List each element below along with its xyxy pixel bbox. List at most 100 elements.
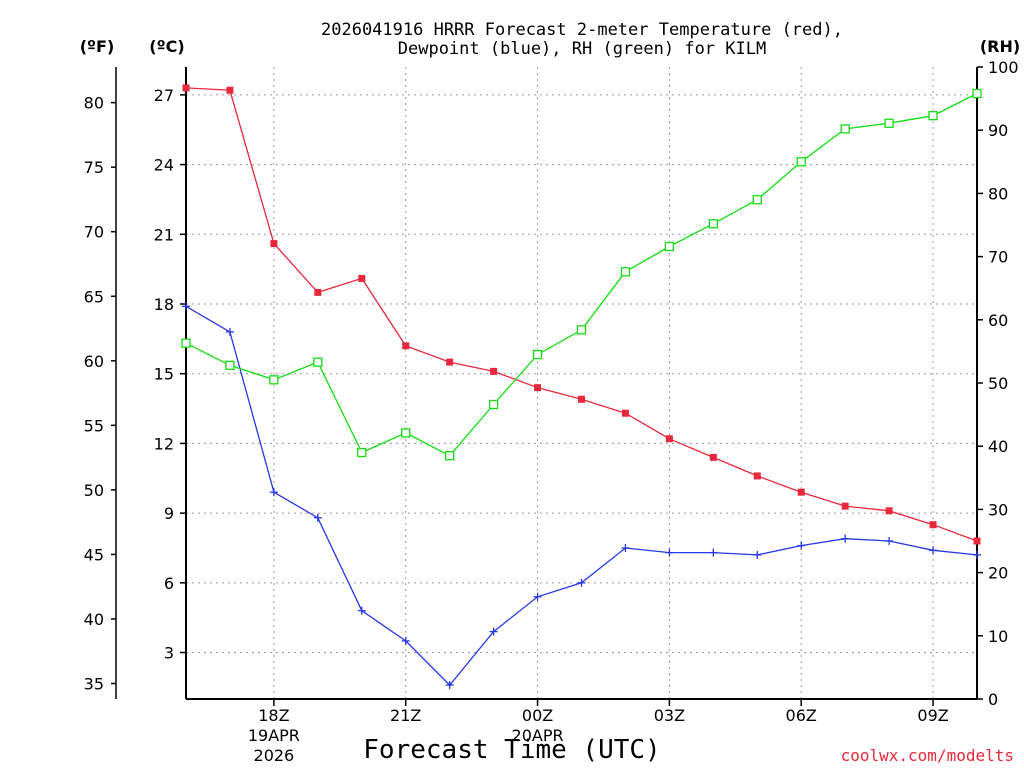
rh-point <box>752 195 762 205</box>
x-tick-label: 21Z <box>390 706 421 725</box>
watermark-text: coolwx.com/modelts <box>841 746 1014 765</box>
fahrenheit-unit-label: (ºF) <box>80 37 115 56</box>
rh-tick-label: 0 <box>988 690 998 709</box>
x-tick-sublabel-year: 2026 <box>254 746 295 765</box>
dewpoint-point <box>269 488 278 497</box>
temperature-point <box>709 453 717 461</box>
rh-tick-label: 10 <box>988 627 1008 646</box>
celsius-tick-label: 9 <box>164 504 174 523</box>
x-axis-label: Forecast Time (UTC) <box>363 735 660 765</box>
rh-tick-label: 80 <box>988 184 1008 203</box>
fahrenheit-tick-label: 45 <box>84 545 104 564</box>
rh-point <box>225 360 235 370</box>
rh-unit-label: (RH) <box>980 37 1020 56</box>
rh-tick-label: 40 <box>988 437 1008 456</box>
dewpoint-point <box>929 546 938 555</box>
rh-point <box>445 451 455 461</box>
fahrenheit-tick-label: 70 <box>84 223 104 242</box>
rh-point <box>401 428 411 438</box>
dewpoint-point <box>533 592 542 601</box>
temperature-point <box>973 537 981 545</box>
temperature-point <box>446 358 454 366</box>
dewpoint-line <box>185 305 978 687</box>
x-tick-label: 00Z <box>522 706 553 725</box>
dewpoint-point <box>841 534 850 543</box>
rh-point <box>576 325 587 335</box>
x-tick-sublabel-date: 20APR <box>512 726 564 745</box>
temperature-point <box>797 488 805 496</box>
rh-point <box>928 111 938 121</box>
fahrenheit-tick-label: 60 <box>84 352 104 371</box>
rh-tick-label: 90 <box>988 121 1008 140</box>
dewpoint-point <box>753 550 762 559</box>
rh-point <box>884 118 894 128</box>
x-tick-label: 18Z <box>258 706 289 725</box>
rh-tick-label: 60 <box>988 311 1008 330</box>
dewpoint-point <box>885 537 894 545</box>
temperature-point <box>885 507 893 515</box>
data-series <box>181 84 982 690</box>
chart-title-line-1: 2026041916 HRRR Forecast 2-meter Tempera… <box>321 20 843 40</box>
dewpoint-point <box>577 578 586 587</box>
celsius-tick-label: 21 <box>154 225 174 244</box>
dewpoint-point <box>401 636 410 645</box>
dewpoint-point <box>182 302 190 311</box>
temperature-point <box>621 409 629 417</box>
x-tick-label: 09Z <box>917 706 948 725</box>
dewpoint-point <box>973 550 981 559</box>
celsius-unit-label: (ºC) <box>149 37 184 56</box>
temperature-point <box>314 288 322 296</box>
fahrenheit-tick-label: 50 <box>84 481 104 500</box>
temperature-point <box>665 435 673 443</box>
dewpoint-point <box>225 327 234 336</box>
temperature-point <box>578 395 585 403</box>
temperature-point <box>226 86 234 94</box>
rh-tick-label: 30 <box>988 500 1008 519</box>
axes: 35 40 45 50 55 60 65 70 75 80 3 6 9 12 15 18 21 24 27 0 10 20… <box>84 58 1019 765</box>
temperature-point <box>753 472 761 480</box>
temperature-point <box>534 384 542 392</box>
temperature-point <box>929 521 937 529</box>
dewpoint-point <box>621 543 630 552</box>
celsius-tick-label: 3 <box>164 644 174 663</box>
fahrenheit-tick-label: 75 <box>84 158 104 177</box>
temperature-point <box>490 367 498 375</box>
gridlines <box>186 67 977 699</box>
temperature-point <box>182 84 190 92</box>
dewpoint-point <box>445 681 454 690</box>
chart-title-line-2: Dewpoint (blue), RH (green) for KILM <box>398 39 766 59</box>
temperature-point <box>841 502 849 510</box>
rh-point <box>532 349 543 360</box>
dewpoint-point <box>797 541 806 550</box>
rh-point <box>620 267 631 277</box>
rh-point <box>313 357 323 367</box>
fahrenheit-tick-label: 40 <box>84 610 104 629</box>
rh-tick-label: 100 <box>988 58 1019 77</box>
temperature-line <box>185 87 978 542</box>
rh-point <box>664 241 675 252</box>
fahrenheit-tick-label: 35 <box>84 675 104 694</box>
celsius-tick-label: 18 <box>154 295 174 314</box>
dewpoint-point <box>357 606 366 615</box>
fahrenheit-tick-label: 65 <box>84 287 104 306</box>
rh-point <box>181 338 191 348</box>
rh-point <box>357 447 367 458</box>
temperature-point <box>358 274 366 282</box>
fahrenheit-tick-label: 80 <box>84 94 104 113</box>
temperature-point <box>270 240 278 248</box>
dewpoint-point <box>489 627 498 636</box>
dewpoint-point <box>709 548 718 557</box>
rh-point <box>708 219 718 229</box>
rh-point <box>840 124 850 134</box>
rh-tick-label: 20 <box>988 564 1008 583</box>
rh-point <box>488 399 499 410</box>
dewpoint-point <box>313 513 322 522</box>
celsius-tick-label: 12 <box>154 434 174 453</box>
dewpoint-point <box>665 548 674 557</box>
rh-point <box>796 157 806 167</box>
temperature-point <box>402 342 410 350</box>
rh-point <box>972 88 982 99</box>
x-tick-label: 06Z <box>786 706 817 725</box>
x-tick-label: 03Z <box>654 706 685 725</box>
